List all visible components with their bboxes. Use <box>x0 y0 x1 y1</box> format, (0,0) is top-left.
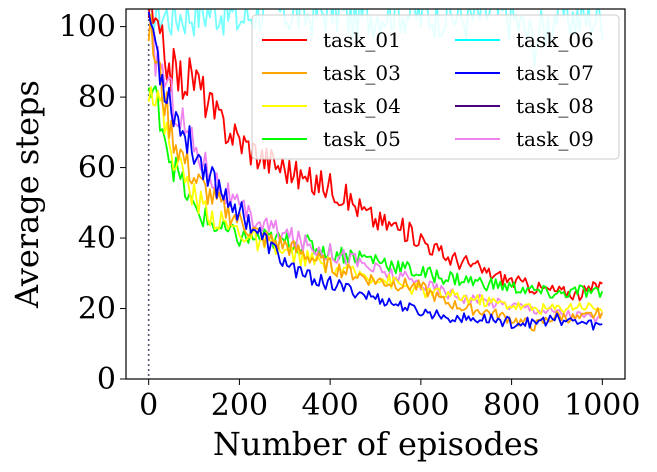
series-line-task-07 <box>147 11 603 331</box>
x-tick-label: 600 <box>392 388 449 423</box>
y-tick-label: 80 <box>78 80 116 115</box>
x-axis-label: Number of episodes <box>213 425 539 463</box>
legend-label-task-04: task_04 <box>323 94 401 118</box>
y-tick-label: 60 <box>78 151 116 186</box>
y-tick-label: 100 <box>59 10 116 45</box>
x-tick-label: 400 <box>302 388 359 423</box>
legend-box <box>251 14 620 160</box>
legend-label-task-05: task_05 <box>323 127 401 151</box>
plot-frame <box>125 8 626 380</box>
y-axis-label: Average steps <box>8 80 46 309</box>
x-tick-label: 0 <box>139 388 158 423</box>
x-tick-label: 1000 <box>564 388 640 423</box>
y-tick-label: 40 <box>78 221 116 256</box>
legend-label-task-07: task_07 <box>516 61 594 85</box>
legend-label-task-06: task_06 <box>516 28 594 52</box>
x-tick-label: 800 <box>483 388 540 423</box>
series-line-task-01 <box>147 9 603 302</box>
y-tick-label: 0 <box>97 362 116 397</box>
legend: task_01 task_03 task_04 task_05 task_06 task_… <box>251 14 620 160</box>
x-tick-label: 200 <box>211 388 268 423</box>
legend-label-task-03: task_03 <box>323 61 401 85</box>
y-tick-label: 20 <box>78 292 116 327</box>
legend-label-task-09: task_09 <box>516 127 594 151</box>
legend-label-task-01: task_01 <box>323 28 401 52</box>
legend-label-task-08: task_08 <box>516 94 594 118</box>
series-line-task-05 <box>147 85 604 299</box>
